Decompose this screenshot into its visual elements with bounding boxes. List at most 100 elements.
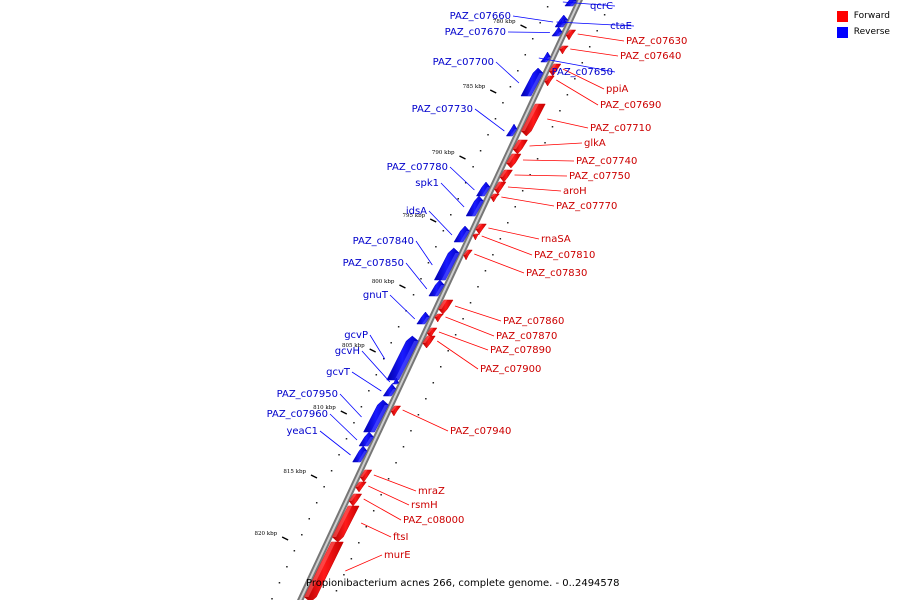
tick-label: 780 kbp (493, 19, 516, 25)
label-gcvH[interactable]: gcvH (335, 346, 360, 357)
tick-label: 810 kbp (313, 405, 336, 411)
guide-dot (477, 286, 479, 288)
gene-gcvH[interactable] (391, 377, 400, 385)
label-idsA[interactable]: idsA (406, 206, 427, 217)
leader-PAZ_c08000 (363, 498, 402, 521)
label-aroH[interactable]: aroH (563, 186, 587, 197)
guide-dot (596, 30, 598, 32)
guide-dot (492, 254, 494, 256)
leader-ftsI (360, 522, 392, 538)
gene-idsA[interactable] (453, 225, 470, 243)
label-gcvP[interactable]: gcvP (344, 330, 368, 341)
label-gcvT[interactable]: gcvT (326, 367, 351, 378)
gene-highlight (559, 46, 565, 49)
leader-PAZ_c07670 (507, 31, 550, 33)
leader-murE (345, 554, 383, 572)
gene-PAZ_c07700[interactable] (520, 67, 544, 97)
label-PAZ_c07670[interactable]: PAZ_c07670 (445, 27, 506, 38)
gene-highlight (364, 437, 374, 446)
guide-dot (338, 454, 340, 456)
label-ctaE[interactable]: ctaE (610, 21, 632, 32)
gene-spk1[interactable] (465, 195, 484, 217)
legend-forward: Forward (836, 8, 890, 24)
label-glkA[interactable]: glkA (584, 138, 606, 149)
label-PAZ_c07810[interactable]: PAZ_c07810 (534, 250, 595, 261)
label-rnaSA[interactable]: rnaSA (541, 234, 571, 245)
label-PAZ_c07960[interactable]: PAZ_c07960 (267, 409, 328, 420)
label-gnuT[interactable]: gnuT (363, 290, 389, 301)
label-PAZ_c07890[interactable]: PAZ_c07890 (490, 345, 551, 356)
gene-highlight (506, 154, 516, 163)
label-PAZ_c07780[interactable]: PAZ_c07780 (387, 162, 448, 173)
label-PAZ_c07730[interactable]: PAZ_c07730 (412, 104, 473, 115)
label-PAZ_c07850[interactable]: PAZ_c07850 (343, 258, 404, 269)
gene-highlight (562, 23, 567, 24)
guide-dot (410, 430, 412, 432)
gene-PAZ_c07850[interactable] (428, 279, 445, 297)
tick-mark (489, 89, 497, 94)
guide-dot (368, 390, 370, 392)
label-PAZ_c07900[interactable]: PAZ_c07900 (480, 364, 541, 375)
guide-dot (524, 54, 527, 56)
guide-dot (517, 70, 519, 72)
gene-PAZ_c07780[interactable] (475, 181, 491, 197)
tick-mark (520, 24, 527, 29)
label-ppiA[interactable]: ppiA (606, 84, 628, 95)
tick-mark (399, 284, 406, 289)
gene-features (304, 0, 577, 600)
label-ftsI[interactable]: ftsI (393, 532, 408, 543)
label-spk1[interactable]: spk1 (415, 178, 439, 189)
label-PAZ_c07640[interactable]: PAZ_c07640 (620, 51, 681, 62)
leader-PAZ_c07900 (437, 340, 479, 370)
guide-dot (271, 598, 273, 600)
label-rsmH[interactable]: rsmH (411, 500, 438, 511)
label-PAZ_c07740[interactable]: PAZ_c07740 (576, 156, 637, 167)
gene-highlight (349, 494, 357, 501)
label-PAZ_c08000[interactable]: PAZ_c08000 (403, 515, 464, 526)
gene-ftsI[interactable] (331, 505, 360, 543)
label-PAZ_c07860[interactable]: PAZ_c07860 (503, 316, 564, 327)
gene-highlight (388, 389, 396, 396)
tick-mark (281, 536, 289, 541)
label-PAZ_c07650[interactable]: PAZ_c07650 (552, 67, 613, 78)
gene-highlight (438, 300, 448, 309)
label-PAZ_c07950[interactable]: PAZ_c07950 (277, 389, 338, 400)
label-PAZ_c07630[interactable]: PAZ_c07630 (626, 36, 687, 47)
label-yeaC1[interactable]: yeaC1 (286, 426, 318, 437)
gene-highlight (494, 182, 502, 189)
label-PAZ_c07770[interactable]: PAZ_c07770 (556, 201, 617, 212)
gene-yeaC1[interactable] (352, 445, 368, 463)
guide-dot (566, 94, 569, 96)
guide-dot (442, 230, 445, 232)
gene-gcvP[interactable] (386, 335, 419, 381)
leader-gcvP (369, 334, 386, 360)
label-PAZ_c07830[interactable]: PAZ_c07830 (526, 268, 587, 279)
guide-dot (432, 382, 435, 384)
gene-highlight (357, 451, 368, 462)
label-PAZ_c07750[interactable]: PAZ_c07750 (569, 171, 630, 182)
label-PAZ_c07840[interactable]: PAZ_c07840 (353, 236, 414, 247)
guide-dot (464, 182, 467, 184)
label-PAZ_c07870[interactable]: PAZ_c07870 (496, 331, 557, 342)
label-qcrC[interactable]: qcrC (590, 1, 613, 12)
label-PAZ_c07940[interactable]: PAZ_c07940 (450, 426, 511, 437)
guide-dot (293, 550, 296, 552)
guide-dot (335, 590, 338, 592)
label-mraZ[interactable]: mraZ (418, 486, 445, 497)
leader-mraZ (373, 474, 417, 492)
tick-mark (310, 474, 318, 479)
label-PAZ_c07700[interactable]: PAZ_c07700 (433, 57, 494, 68)
label-PAZ_c07690[interactable]: PAZ_c07690 (600, 100, 661, 111)
guide-dot (499, 238, 502, 240)
guide-dot (479, 150, 482, 152)
leader-PAZ_c07730 (474, 108, 505, 132)
gene-highlight (556, 32, 563, 36)
leader-ppiA (562, 68, 605, 90)
tick-mark (459, 155, 466, 160)
leader-PAZ_c07700 (495, 61, 520, 84)
gene-highlight (490, 194, 496, 197)
guide-dot (365, 526, 368, 528)
label-murE[interactable]: murE (384, 550, 411, 561)
label-PAZ_c07660[interactable]: PAZ_c07660 (450, 11, 511, 22)
label-PAZ_c07710[interactable]: PAZ_c07710 (590, 123, 651, 134)
